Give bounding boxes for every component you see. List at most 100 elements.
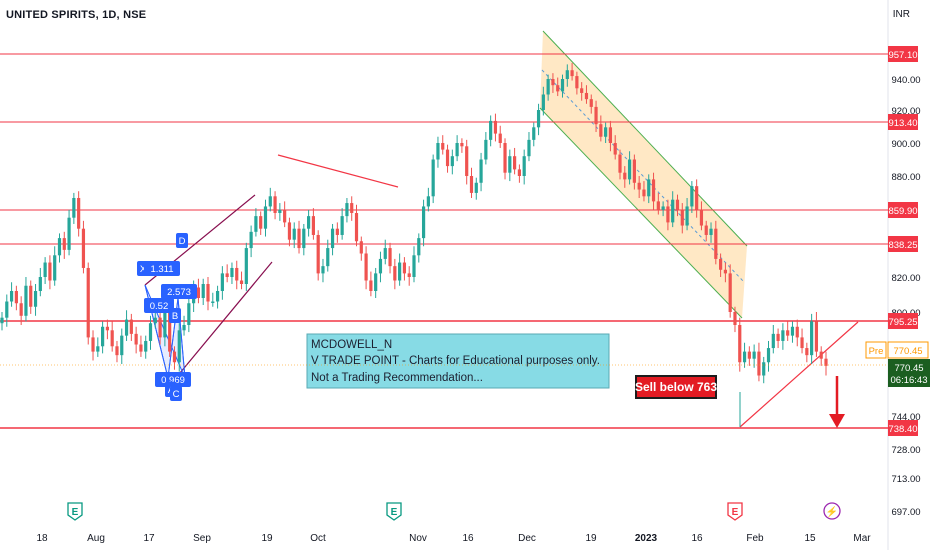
note-line-disclaimer: V TRADE POINT - Charts for Educational p… [311,355,600,367]
candle-156 [747,346,751,366]
pre-market-tag: Pre 770.45 [865,341,929,359]
candle-129 [618,149,622,180]
pattern-label-3: 2.573 [167,287,191,298]
pattern-label-box-0 [176,233,188,248]
level-tag-box-4 [888,313,918,329]
x-tick-11: 16 [691,533,703,544]
pattern-label-1: X [140,264,147,275]
candle-33 [158,312,162,345]
countdown-timer: 06:16:43 [891,375,928,386]
candle-0 [0,312,4,331]
candle-46 [220,266,224,300]
candle-150 [719,253,723,277]
x-tick-13: 15 [804,533,816,544]
channel-lower-line [539,107,743,319]
candle-130 [623,166,627,188]
level-tag-box-0 [888,46,918,62]
candle-82 [393,258,397,290]
candle-117 [560,74,565,98]
earnings-marker-icon-1[interactable]: E [386,502,402,521]
candle-37 [177,323,181,372]
candle-148 [709,222,713,243]
candle-17 [81,220,86,274]
candle-135 [647,174,651,204]
pattern-label-box-8 [170,386,182,401]
candle-127 [608,120,613,152]
candle-60 [287,217,292,247]
candle-61 [292,222,296,249]
candle-11 [53,246,57,286]
candle-15 [72,192,76,224]
candle-45 [215,285,220,309]
level-tag-1: 913.40 [888,118,917,129]
candle-1 [5,294,9,327]
candle-93 [445,144,450,173]
candle-128 [613,135,617,160]
candle-113 [541,86,545,116]
x-tick-0: 18 [36,533,48,544]
level-tag-box-3 [888,236,918,252]
candle-106 [508,149,512,182]
candle-84 [402,257,407,281]
candle-83 [398,253,402,286]
candle-157 [752,344,756,368]
candle-25 [120,328,124,365]
level-tag-box-2 [888,202,918,218]
level-tag-box-1 [888,114,918,130]
y-tick-9: 697.00 [891,507,920,518]
x-tick-9: 19 [585,533,597,544]
candle-75 [359,236,363,261]
candle-20 [96,337,100,357]
y-tick-6: 744.00 [891,412,920,423]
candle-29 [139,335,143,357]
candle-62 [297,220,301,254]
candle-101 [484,132,488,165]
earnings-marker-icon-0[interactable]: E [67,502,83,521]
sell-signal-text: Sell below 763 [635,380,717,394]
last-price-value: 770.45 [894,363,923,374]
candle-16 [77,191,81,237]
earnings-marker-icon-2[interactable]: E [727,502,743,521]
candle-126 [604,122,608,143]
event-marker-label-3: ⚡ [826,505,838,518]
candle-55 [263,199,268,237]
candle-139 [666,199,670,231]
x-tick-8: Dec [518,533,536,544]
disclaimer-note[interactable]: MCDOWELL_N V TRADE POINT - Charts for Ed… [306,333,610,389]
event-marker-label-2: E [732,507,739,518]
x-tick-2: 17 [143,533,155,544]
candle-31 [148,315,153,350]
candle-18 [86,262,90,345]
candle-92 [441,135,445,155]
candle-96 [460,138,464,153]
pattern-label-box-5 [169,308,181,323]
candle-105 [503,138,507,180]
candle-138 [661,201,665,217]
candle-170 [814,312,819,357]
candle-162 [776,328,780,349]
candle-163 [781,323,785,350]
candle-77 [369,271,373,297]
candle-9 [43,257,47,284]
candle-86 [412,246,416,283]
sell-signal-label[interactable]: Sell below 763 [635,375,717,399]
symbol-title[interactable]: UNITED SPIRITS, 1D, NSE [6,9,147,21]
candle-125 [599,115,603,142]
candle-119 [570,62,574,81]
pattern-label-4: 0.52 [150,301,169,312]
candle-145 [695,179,699,218]
candle-91 [436,136,440,168]
candle-69 [330,223,335,256]
y-tick-1: 920.00 [891,106,920,117]
dividend-lightning-icon[interactable]: ⚡ [823,502,841,520]
last-price-tag: 770.45 06:16:43 [888,359,930,387]
candle-5 [24,277,28,322]
level-tag-2: 859.90 [888,206,917,217]
candle-108 [517,164,521,183]
candle-155 [742,342,747,368]
candle-95 [455,135,459,162]
trendline-rising-support [739,321,859,428]
candle-47 [225,264,229,283]
